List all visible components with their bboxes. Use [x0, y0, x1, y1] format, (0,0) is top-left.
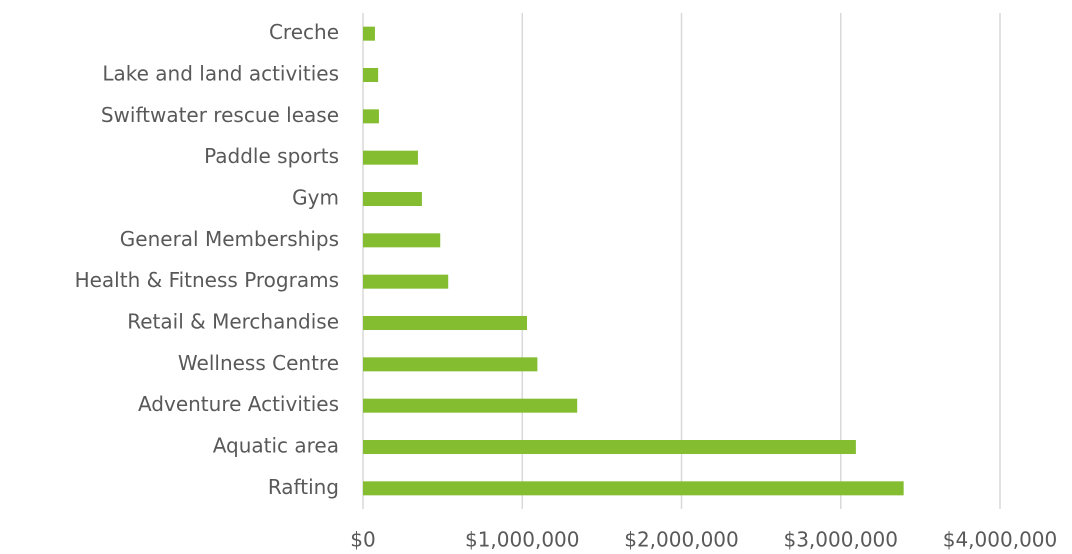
y-tick-label: Paddle sports [204, 144, 339, 168]
x-tick-label: $3,000,000 [783, 528, 898, 552]
x-tick-label: $1,000,000 [465, 528, 580, 552]
bar [363, 481, 904, 496]
x-tick-label: $4,000,000 [943, 528, 1058, 552]
bar [363, 357, 538, 372]
bar [363, 274, 449, 289]
bar [363, 316, 528, 330]
y-tick-label: Adventure Activities [138, 392, 339, 416]
x-tick-label: $0 [350, 528, 375, 552]
bar [363, 398, 578, 413]
bar [363, 109, 379, 124]
y-tick-label: Swiftwater rescue lease [101, 103, 339, 127]
bar [363, 150, 418, 165]
y-tick-label: Creche [269, 20, 339, 44]
bar [363, 26, 375, 41]
y-tick-label: Rafting [268, 475, 339, 499]
bar [363, 233, 441, 248]
y-tick-label: Retail & Merchandise [127, 310, 339, 334]
y-tick-label: Lake and land activities [102, 62, 339, 86]
y-tick-label: Aquatic area [213, 434, 339, 458]
y-tick-label: General Memberships [120, 227, 339, 251]
y-tick-label: Health & Fitness Programs [75, 268, 339, 292]
x-tick-label: $2,000,000 [624, 528, 739, 552]
y-tick-label: Gym [292, 186, 339, 210]
y-tick-label: Wellness Centre [178, 351, 339, 375]
bar [363, 68, 379, 82]
bar [363, 192, 422, 206]
bar [363, 440, 856, 454]
